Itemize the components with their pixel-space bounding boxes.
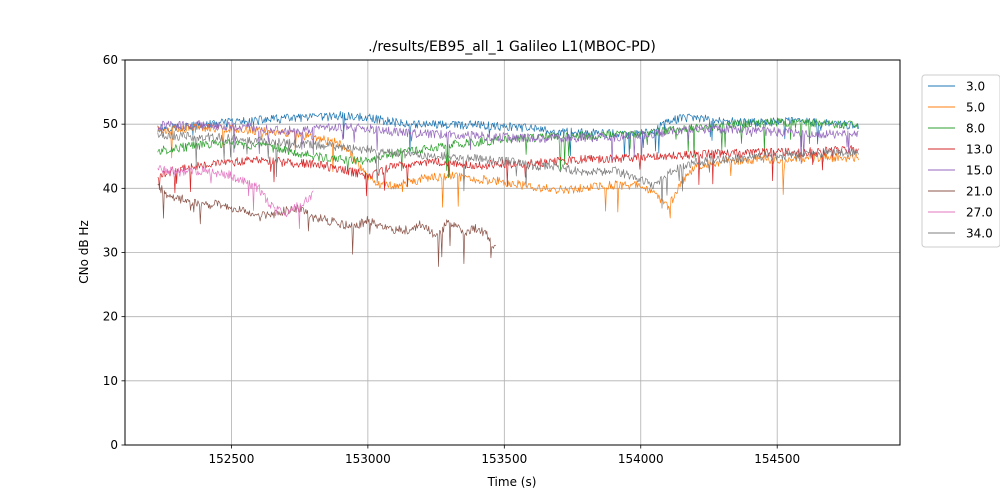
series-line-21-0 [157,183,497,267]
legend-label: 13.0 [966,143,993,157]
series-lines [157,111,859,267]
y-axis-title: CNo dB Hz [77,220,91,284]
x-tick-label: 153500 [481,452,527,466]
legend-label: 27.0 [966,206,993,220]
legend-label: 21.0 [966,185,993,199]
y-tick-label: 30 [103,246,118,260]
x-axis: 152500 153000 153500 154000 154500 [209,445,800,466]
series-line-34-0 [157,130,859,209]
y-tick-label: 0 [110,438,118,452]
y-tick-label: 20 [103,310,118,324]
legend-label: 5.0 [966,101,985,115]
x-tick-label: 154000 [618,452,664,466]
y-axis: 0 10 20 30 40 50 60 [103,53,125,452]
x-axis-title: Time (s) [487,475,537,489]
y-tick-label: 40 [103,181,118,195]
series-line-3-0 [157,111,859,158]
x-tick-label: 153000 [345,452,391,466]
series-line-5-0 [157,123,859,219]
legend-box [921,74,1000,248]
legend-label: 8.0 [966,122,985,136]
y-tick-label: 10 [103,374,118,388]
legend: 3.0 5.0 8.0 13.0 15.0 21.0 27.0 34.0 [921,74,1000,248]
plot-area [124,59,901,446]
chart-title: ./results/EB95_all_1 Galileo L1(MBOC-PD) [368,39,656,55]
x-tick-label: 154500 [754,452,800,466]
series-line-15-0 [157,120,859,164]
legend-label: 3.0 [966,80,985,94]
x-tick-label: 152500 [209,452,255,466]
y-tick-label: 50 [103,117,118,131]
legend-label: 15.0 [966,164,993,178]
y-tick-label: 60 [103,53,118,67]
series-line-27-0 [157,165,314,229]
legend-label: 34.0 [966,227,993,241]
